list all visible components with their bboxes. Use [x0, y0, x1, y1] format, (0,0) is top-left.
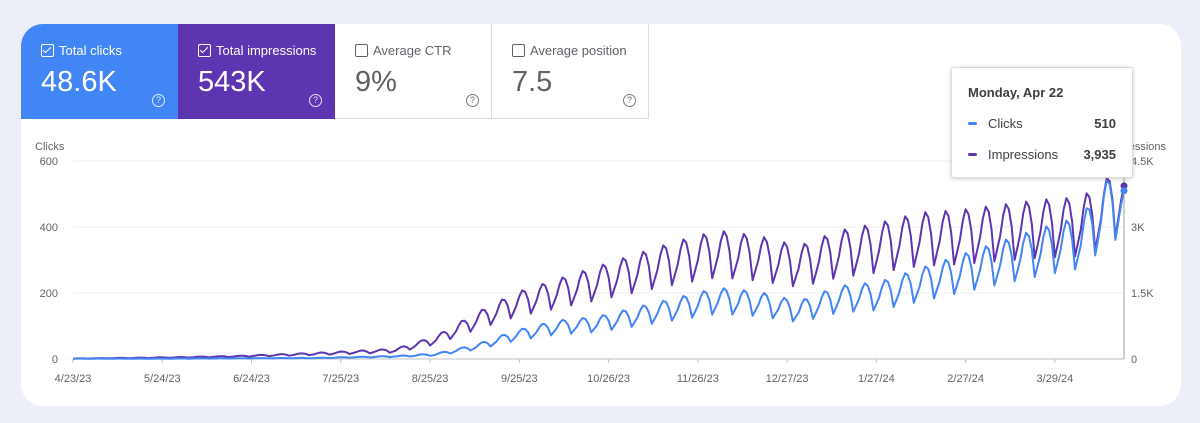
right-tick-label: 4.5K	[1131, 156, 1154, 168]
tooltip-value: 3,935	[1083, 147, 1116, 162]
performance-chart[interactable]: 0 0 200 1.5K 400 3K 600 4.5K Clicks Impressions 4/…	[21, 24, 1181, 406]
metric-label: Total clicks	[59, 43, 122, 58]
metric-value: 48.6K	[41, 66, 117, 98]
right-tick-label: 1.5K	[1131, 288, 1154, 300]
clicks-swatch-icon	[968, 122, 977, 125]
help-icon[interactable]: ?	[623, 94, 636, 107]
tooltip-row-clicks: Clicks 510	[968, 116, 1118, 132]
left-tick-label: 600	[40, 156, 58, 168]
impressions-line	[72, 177, 1125, 360]
metric-total-clicks[interactable]: Total clicks 48.6K ?	[21, 24, 178, 119]
left-axis-title: Clicks	[35, 141, 65, 153]
help-icon[interactable]: ?	[152, 94, 165, 107]
right-tick-label: 3K	[1131, 222, 1145, 234]
metric-total-impressions[interactable]: Total impressions 543K ?	[178, 24, 335, 119]
x-tick-label: 12/27/23	[766, 373, 809, 385]
x-tick-label: 11/26/23	[677, 373, 719, 385]
metric-label: Average CTR	[373, 43, 452, 58]
tooltip-label: Clicks	[988, 116, 1023, 131]
metric-value: 9%	[355, 66, 397, 98]
metric-average-ctr[interactable]: Average CTR 9% ?	[335, 24, 492, 119]
checkbox-unchecked-icon[interactable]	[512, 44, 525, 57]
tooltip-value: 510	[1094, 116, 1116, 131]
x-tick-label: 7/25/23	[322, 373, 359, 385]
x-tick-label: 8/25/23	[412, 373, 449, 385]
chart-tooltip: Monday, Apr 22 Clicks 510 Impressions 3,…	[951, 67, 1133, 178]
metric-label: Total impressions	[216, 43, 317, 58]
metric-average-position[interactable]: Average position 7.5 ?	[492, 24, 649, 119]
x-tick-label: 10/26/23	[587, 373, 630, 385]
help-icon[interactable]: ?	[309, 94, 322, 107]
metric-tabs: Total clicks 48.6K ? Total impressions 5…	[21, 24, 649, 119]
metric-label: Average position	[530, 43, 627, 58]
tooltip-date: Monday, Apr 22	[968, 85, 1064, 100]
x-tick-label: 3/29/24	[1037, 373, 1074, 385]
checkbox-unchecked-icon[interactable]	[355, 44, 368, 57]
tooltip-label: Impressions	[988, 147, 1059, 162]
metric-value: 7.5	[512, 66, 553, 98]
x-tick-label: 6/24/23	[233, 373, 270, 385]
left-tick-label: 0	[52, 354, 58, 366]
help-icon[interactable]: ?	[466, 94, 479, 107]
checkbox-checked-icon[interactable]	[41, 44, 54, 57]
checkbox-checked-icon[interactable]	[198, 44, 211, 57]
x-tick-label: 4/23/23	[55, 373, 92, 385]
tooltip-row-impressions: Impressions 3,935	[968, 147, 1118, 163]
impressions-hover-point	[1120, 182, 1128, 190]
left-tick-label: 200	[40, 288, 58, 300]
metric-value: 543K	[198, 66, 266, 98]
clicks-hover-point	[1120, 187, 1128, 195]
x-tick-label: 9/25/23	[501, 373, 538, 385]
right-tick-label: 0	[1131, 354, 1137, 366]
clicks-line	[72, 179, 1125, 360]
left-tick-label: 400	[40, 222, 58, 234]
x-tick-label: 2/27/24	[947, 373, 984, 385]
x-tick-label: 1/27/24	[858, 373, 895, 385]
x-tick-label: 5/24/23	[144, 373, 181, 385]
performance-card: Total clicks 48.6K ? Total impressions 5…	[21, 24, 1181, 406]
impressions-swatch-icon	[968, 153, 977, 156]
